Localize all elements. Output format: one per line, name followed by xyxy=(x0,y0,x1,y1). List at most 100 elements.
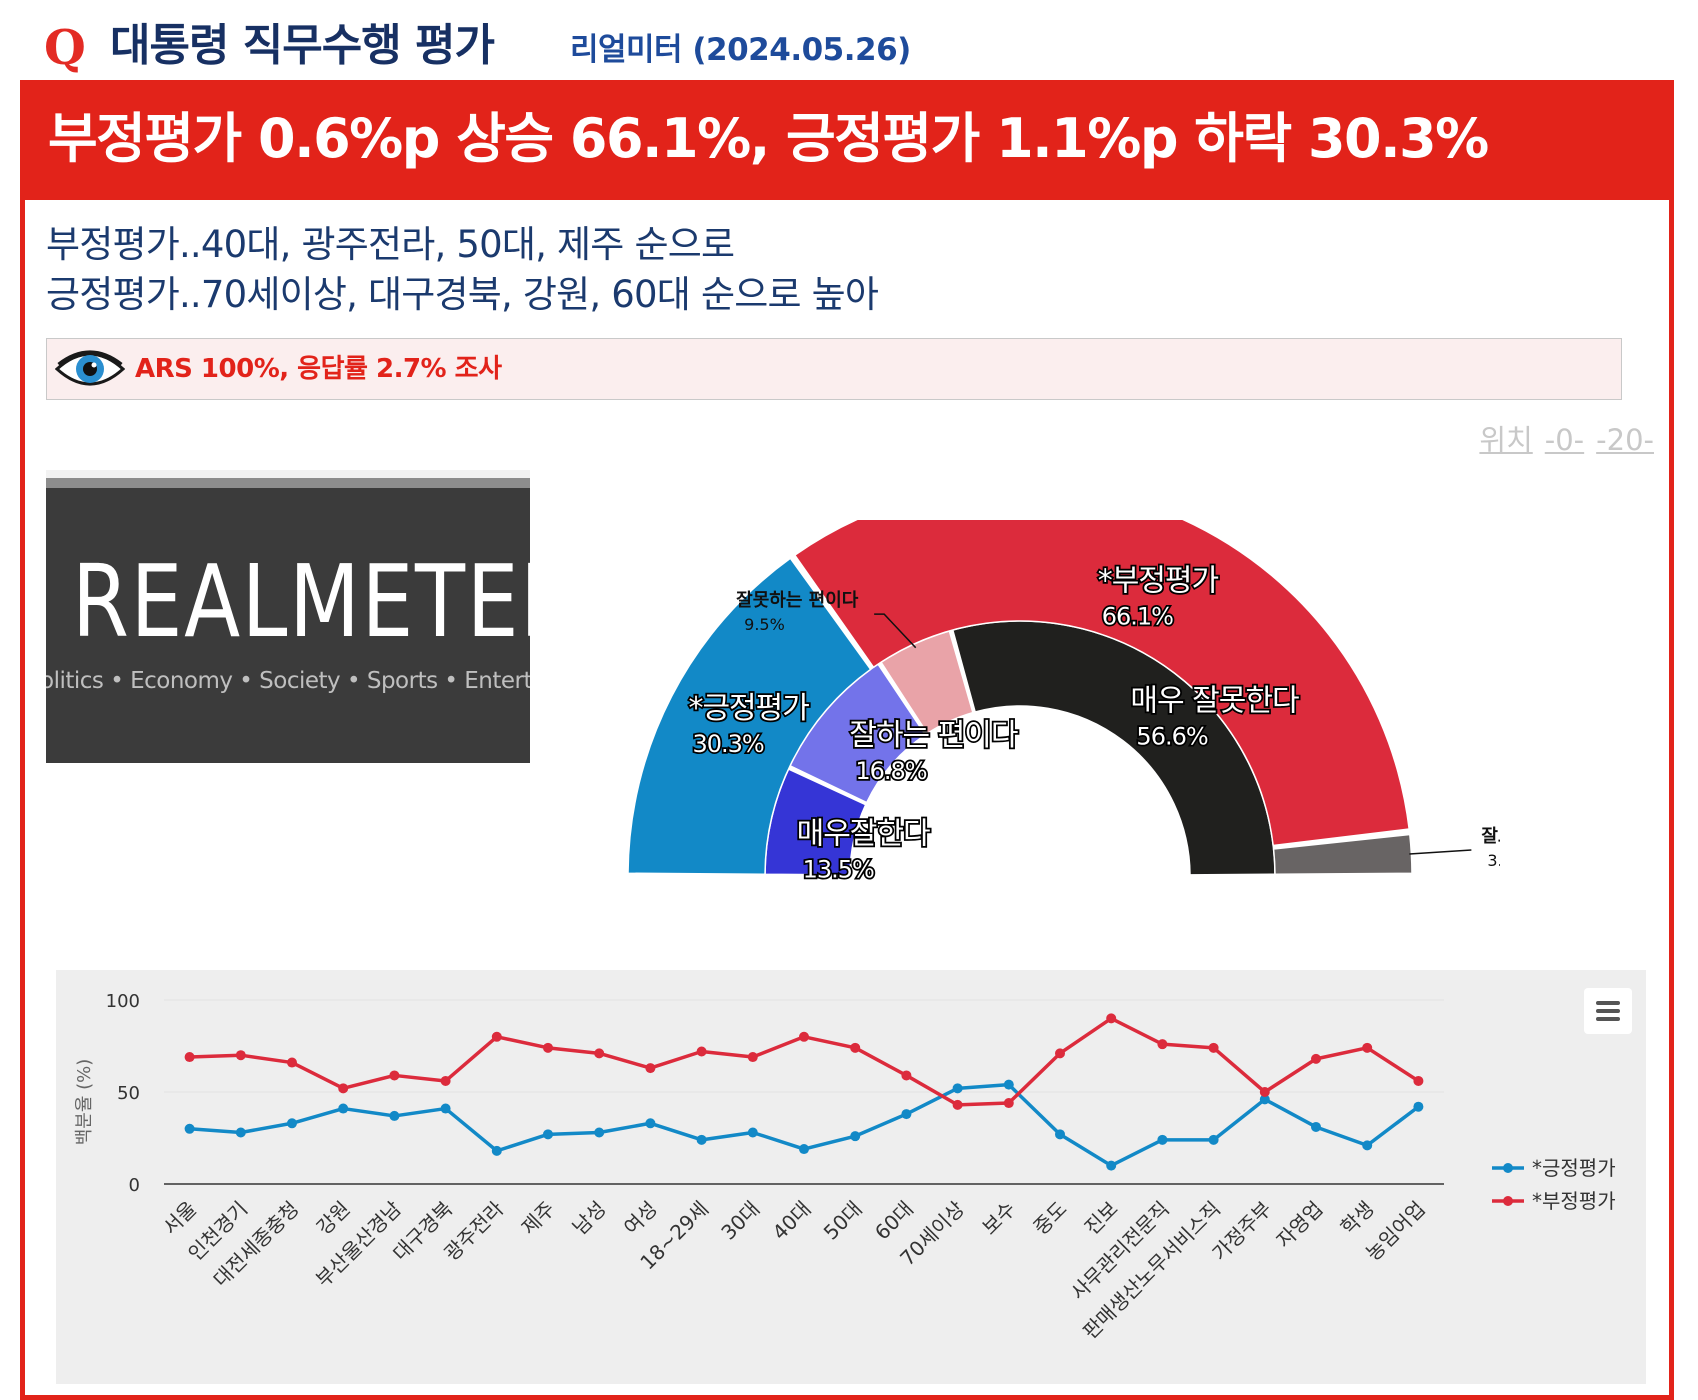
data-point-부정평가 xyxy=(1208,1042,1219,1053)
x-tick-label: 서울 xyxy=(158,1197,201,1240)
data-point-긍정평가 xyxy=(594,1127,605,1138)
data-point-긍정평가 xyxy=(184,1123,195,1134)
data-point-긍정평가 xyxy=(747,1127,758,1138)
data-point-긍정평가 xyxy=(952,1083,963,1094)
data-point-긍정평가 xyxy=(491,1145,502,1156)
y-tick-label: 100 xyxy=(106,991,140,1012)
x-tick-label: 강원 xyxy=(312,1197,355,1240)
data-point-부정평가 xyxy=(645,1063,656,1074)
data-point-부정평가 xyxy=(1003,1098,1014,1109)
slice-label-매우-잘못한다: 매우 잘못한다 xyxy=(1130,684,1299,719)
data-point-긍정평가 xyxy=(1208,1134,1219,1145)
data-point-부정평가 xyxy=(389,1070,400,1081)
slice-value-잘하는-편이다: 16.8% xyxy=(855,757,926,785)
data-point-부정평가 xyxy=(543,1042,553,1053)
legend-label-부정평가[interactable]: *부정평가 xyxy=(1532,1189,1616,1213)
data-point-긍정평가 xyxy=(1362,1140,1373,1151)
slice-value-잘못하는-편이다: 9.5% xyxy=(744,615,785,634)
position-link-20[interactable]: -20- xyxy=(1596,423,1654,457)
data-point-긍정평가 xyxy=(901,1109,912,1120)
data-point-긍정평가 xyxy=(287,1118,297,1129)
headline-banner: 부정평가 0.6%p 상승 66.1%, 긍정평가 1.1%p 하락 30.3% xyxy=(20,80,1674,200)
position-links: 위치 -0- -20- xyxy=(1467,420,1654,460)
legend-marker-부정평가 xyxy=(1503,1196,1513,1206)
x-tick-label: 40대 xyxy=(768,1197,816,1245)
data-point-부정평가 xyxy=(440,1075,451,1086)
slice-label-잘못하는-편이다: 잘못하는 편이다 xyxy=(736,590,859,611)
y-tick-label: 50 xyxy=(117,1083,140,1104)
data-point-부정평가 xyxy=(1259,1087,1270,1097)
realmeter-logo: REALMETER olitics • Economy • Society • … xyxy=(46,470,530,763)
data-point-부정평가 xyxy=(491,1031,502,1042)
data-point-부정평가 xyxy=(594,1048,605,1059)
position-link-0[interactable]: -0- xyxy=(1544,423,1585,457)
slice-label-잘모름: 잘모름 xyxy=(1481,826,1500,847)
slice-label-잘하는-편이다: 잘하는 편이다 xyxy=(849,718,1018,753)
x-tick-label: 중도 xyxy=(1029,1197,1072,1240)
data-point-부정평가 xyxy=(1362,1042,1373,1053)
legend-marker-긍정평가 xyxy=(1503,1163,1513,1173)
data-point-긍정평가 xyxy=(850,1131,861,1142)
subtitle-line-1: 부정평가..40대, 광주전라, 50대, 제주 순으로 xyxy=(46,223,735,266)
data-point-긍정평가 xyxy=(1106,1160,1117,1171)
data-point-부정평가 xyxy=(952,1099,963,1110)
line-chart-panel: 0 50 100 백분율 (%) 서울 인천경기 대전세종충청 강원 부산울산경남 대구경북 광주전… xyxy=(56,970,1646,1384)
data-point-긍정평가 xyxy=(799,1144,809,1155)
data-point-부정평가 xyxy=(696,1046,707,1057)
data-point-긍정평가 xyxy=(235,1127,246,1138)
slice-label-매우잘한다: 매우잘한다 xyxy=(797,817,930,852)
slice-value-긍정평가: 30.3% xyxy=(692,730,763,758)
data-point-부정평가 xyxy=(799,1031,809,1042)
subtitle-line-2: 긍정평가..70세이상, 대구경북, 강원, 60대 순으로 높아 xyxy=(46,273,879,316)
data-point-긍정평가 xyxy=(1311,1121,1321,1132)
slice-잘모름 xyxy=(1272,833,1413,875)
x-tick-label: 여성 xyxy=(619,1197,662,1240)
logo-wordmark: REALMETER xyxy=(72,543,530,660)
x-tick-label: 진보 xyxy=(1080,1197,1123,1240)
x-tick-label: 제주 xyxy=(517,1197,560,1240)
data-point-부정평가 xyxy=(1055,1048,1065,1059)
x-tick-label: 자영업 xyxy=(1272,1197,1328,1253)
x-tick-label: 50대 xyxy=(819,1197,867,1245)
data-point-부정평가 xyxy=(184,1052,195,1063)
y-axis-label: 백분율 (%) xyxy=(74,1059,95,1146)
data-point-긍정평가 xyxy=(1413,1101,1424,1112)
data-point-긍정평가 xyxy=(696,1134,707,1145)
data-point-부정평가 xyxy=(235,1050,246,1061)
data-point-긍정평가 xyxy=(1055,1129,1065,1140)
slice-value-매우잘한다: 13.5% xyxy=(803,856,874,884)
x-tick-label: 30대 xyxy=(716,1197,764,1245)
approval-donut-chart: 매우잘한다 13.5% 잘하는 편이다 16.8% 매우 잘못한다 56.6% 잘못하는 편… xyxy=(627,520,1500,885)
x-tick-label: 남성 xyxy=(568,1197,611,1240)
data-point-부정평가 xyxy=(1157,1039,1168,1050)
data-point-부정평가 xyxy=(1106,1013,1117,1024)
data-point-긍정평가 xyxy=(440,1103,451,1114)
data-point-부정평가 xyxy=(1413,1075,1424,1086)
leader-잘모름 xyxy=(1409,849,1472,855)
slice-부정평가 xyxy=(794,520,1410,847)
slice-value-잘모름: 3.6% xyxy=(1487,851,1500,870)
slice-value-부정평가: 66.1% xyxy=(1102,603,1173,631)
data-point-긍정평가 xyxy=(1003,1079,1014,1090)
data-point-긍정평가 xyxy=(338,1103,349,1114)
data-point-긍정평가 xyxy=(389,1110,400,1121)
chart-menu-button[interactable] xyxy=(1584,988,1632,1034)
logo-tagline: olitics • Economy • Society • Sports • E… xyxy=(46,668,530,694)
leader-잘못하는-편이다 xyxy=(874,613,917,649)
eye-icon xyxy=(55,350,125,386)
headline-text: 부정평가 0.6%p 상승 66.1%, 긍정평가 1.1%p 하락 30.3% xyxy=(48,107,1489,170)
legend-label-긍정평가[interactable]: *긍정평가 xyxy=(1532,1156,1616,1180)
data-point-부정평가 xyxy=(901,1070,912,1081)
source-label: 리얼미터 (2024.05.26) xyxy=(570,32,911,68)
data-point-긍정평가 xyxy=(1259,1094,1270,1105)
question-icon: Q xyxy=(44,20,86,76)
data-point-긍정평가 xyxy=(1157,1134,1168,1145)
survey-method-text: ARS 100%, 응답률 2.7% 조사 xyxy=(135,354,502,384)
slice-value-매우-잘못한다: 56.6% xyxy=(1136,723,1207,751)
data-point-부정평가 xyxy=(287,1057,297,1068)
data-point-부정평가 xyxy=(850,1042,861,1053)
slice-label-긍정평가: *긍정평가 xyxy=(688,691,809,726)
x-tick-label: 학생 xyxy=(1336,1197,1379,1240)
data-point-긍정평가 xyxy=(543,1129,553,1140)
